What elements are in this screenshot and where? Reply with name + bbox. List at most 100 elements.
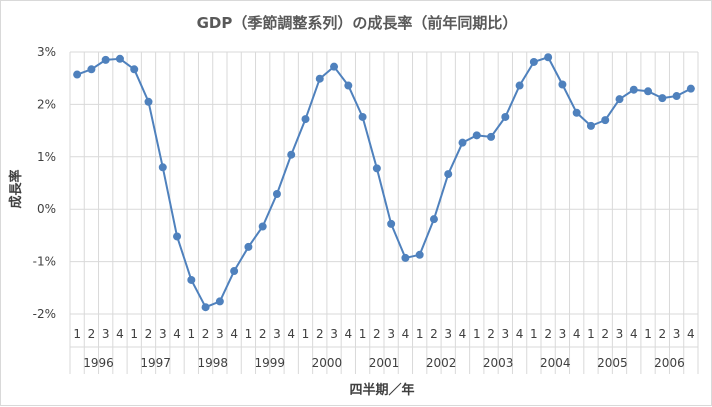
x-tick-quarter: 1 [302,327,310,341]
x-tick-year: 1998 [197,356,228,370]
data-point [487,132,496,141]
x-tick-quarter: 4 [287,327,295,341]
x-tick-quarter: 1 [644,327,652,341]
x-tick-quarter: 2 [202,327,210,341]
data-point [501,112,510,121]
y-tick-label: 2% [37,97,56,111]
x-tick-quarter: 3 [159,327,167,341]
x-tick-quarter: 2 [316,327,324,341]
y-tick-label: 3% [37,45,56,59]
data-point [187,275,196,284]
x-tick-quarter: 2 [430,327,438,341]
horizontal-gridlines [70,51,698,315]
x-tick-quarter: 3 [673,327,681,341]
x-tick-year: 2004 [540,356,571,370]
vertical-gridlines [69,52,699,374]
x-tick-year: 2002 [426,356,457,370]
x-tick-quarter: 1 [73,327,81,341]
data-point [572,108,581,117]
data-point [586,121,595,130]
chart-title: GDP（季節調整系列）の成長率（前年同期比） [197,14,518,32]
x-axis-year-labels: 1996 1997 1998 1999 2000 2001 2002 2003 2004 2005… [83,356,684,370]
data-point [173,232,182,241]
x-tick-quarter: 4 [573,327,581,341]
x-tick-year: 2005 [597,356,628,370]
data-point [344,81,353,90]
x-tick-quarter: 4 [402,327,410,341]
x-tick-quarter: 4 [173,327,181,341]
x-tick-quarter: 4 [687,327,695,341]
y-axis-title: 成長率 [8,169,24,208]
data-point [644,87,653,96]
data-point [158,163,167,172]
data-point [301,115,310,124]
x-tick-quarter: 1 [530,327,538,341]
x-tick-year: 2001 [369,356,400,370]
x-tick-year: 1997 [140,356,171,370]
data-point [87,65,96,74]
x-tick-quarter: 3 [102,327,110,341]
y-tick-label: 1% [37,150,56,164]
x-tick-quarter: 1 [359,327,367,341]
x-tick-quarter: 1 [187,327,195,341]
data-point [444,170,453,179]
y-tick-label: 0% [37,202,56,216]
x-tick-quarter: 2 [658,327,666,341]
data-point [244,242,253,251]
x-tick-quarter: 4 [230,327,238,341]
x-tick-quarter: 3 [273,327,281,341]
data-point [472,131,481,140]
x-tick-year: 1999 [255,356,286,370]
data-point [558,80,567,89]
y-tick-label: -1% [33,255,56,269]
data-point [73,70,82,79]
data-point [272,190,281,199]
x-tick-year: 1996 [83,356,114,370]
x-tick-quarter: 3 [330,327,338,341]
x-tick-quarter: 2 [145,327,153,341]
x-tick-quarter: 1 [587,327,595,341]
x-tick-quarter: 2 [544,327,552,341]
data-point [230,267,239,276]
series-gdp-growth [73,53,695,312]
x-tick-quarter: 4 [116,327,124,341]
x-tick-quarter: 1 [473,327,481,341]
data-point [358,112,367,121]
data-point [330,62,339,71]
data-point [629,85,638,94]
x-tick-quarter: 4 [516,327,524,341]
x-tick-quarter: 3 [501,327,509,341]
x-axis-title: 四半期／年 [349,382,414,398]
data-point [130,65,139,74]
data-point [515,81,524,90]
data-point [101,55,110,64]
x-tick-quarter: 1 [416,327,424,341]
data-point [672,92,681,101]
data-point [686,84,695,93]
x-tick-year: 2003 [483,356,514,370]
data-point [415,250,424,259]
data-point [144,97,153,106]
data-point [258,222,267,231]
y-tick-label: -2% [33,307,56,321]
y-axis-tick-labels: 3% 2% 1% 0% -1% -2% [33,45,56,321]
data-point [215,297,224,306]
data-point [115,54,124,63]
data-point [544,53,553,62]
x-tick-quarter: 3 [559,327,567,341]
x-tick-year: 2000 [312,356,343,370]
data-point [458,138,467,147]
x-tick-quarter: 2 [88,327,96,341]
data-point [372,164,381,173]
x-tick-quarter: 4 [630,327,638,341]
data-point [287,150,296,159]
data-point [529,57,538,66]
data-point [658,94,667,103]
data-point [401,253,410,262]
data-point [201,303,210,312]
data-point [601,116,610,125]
